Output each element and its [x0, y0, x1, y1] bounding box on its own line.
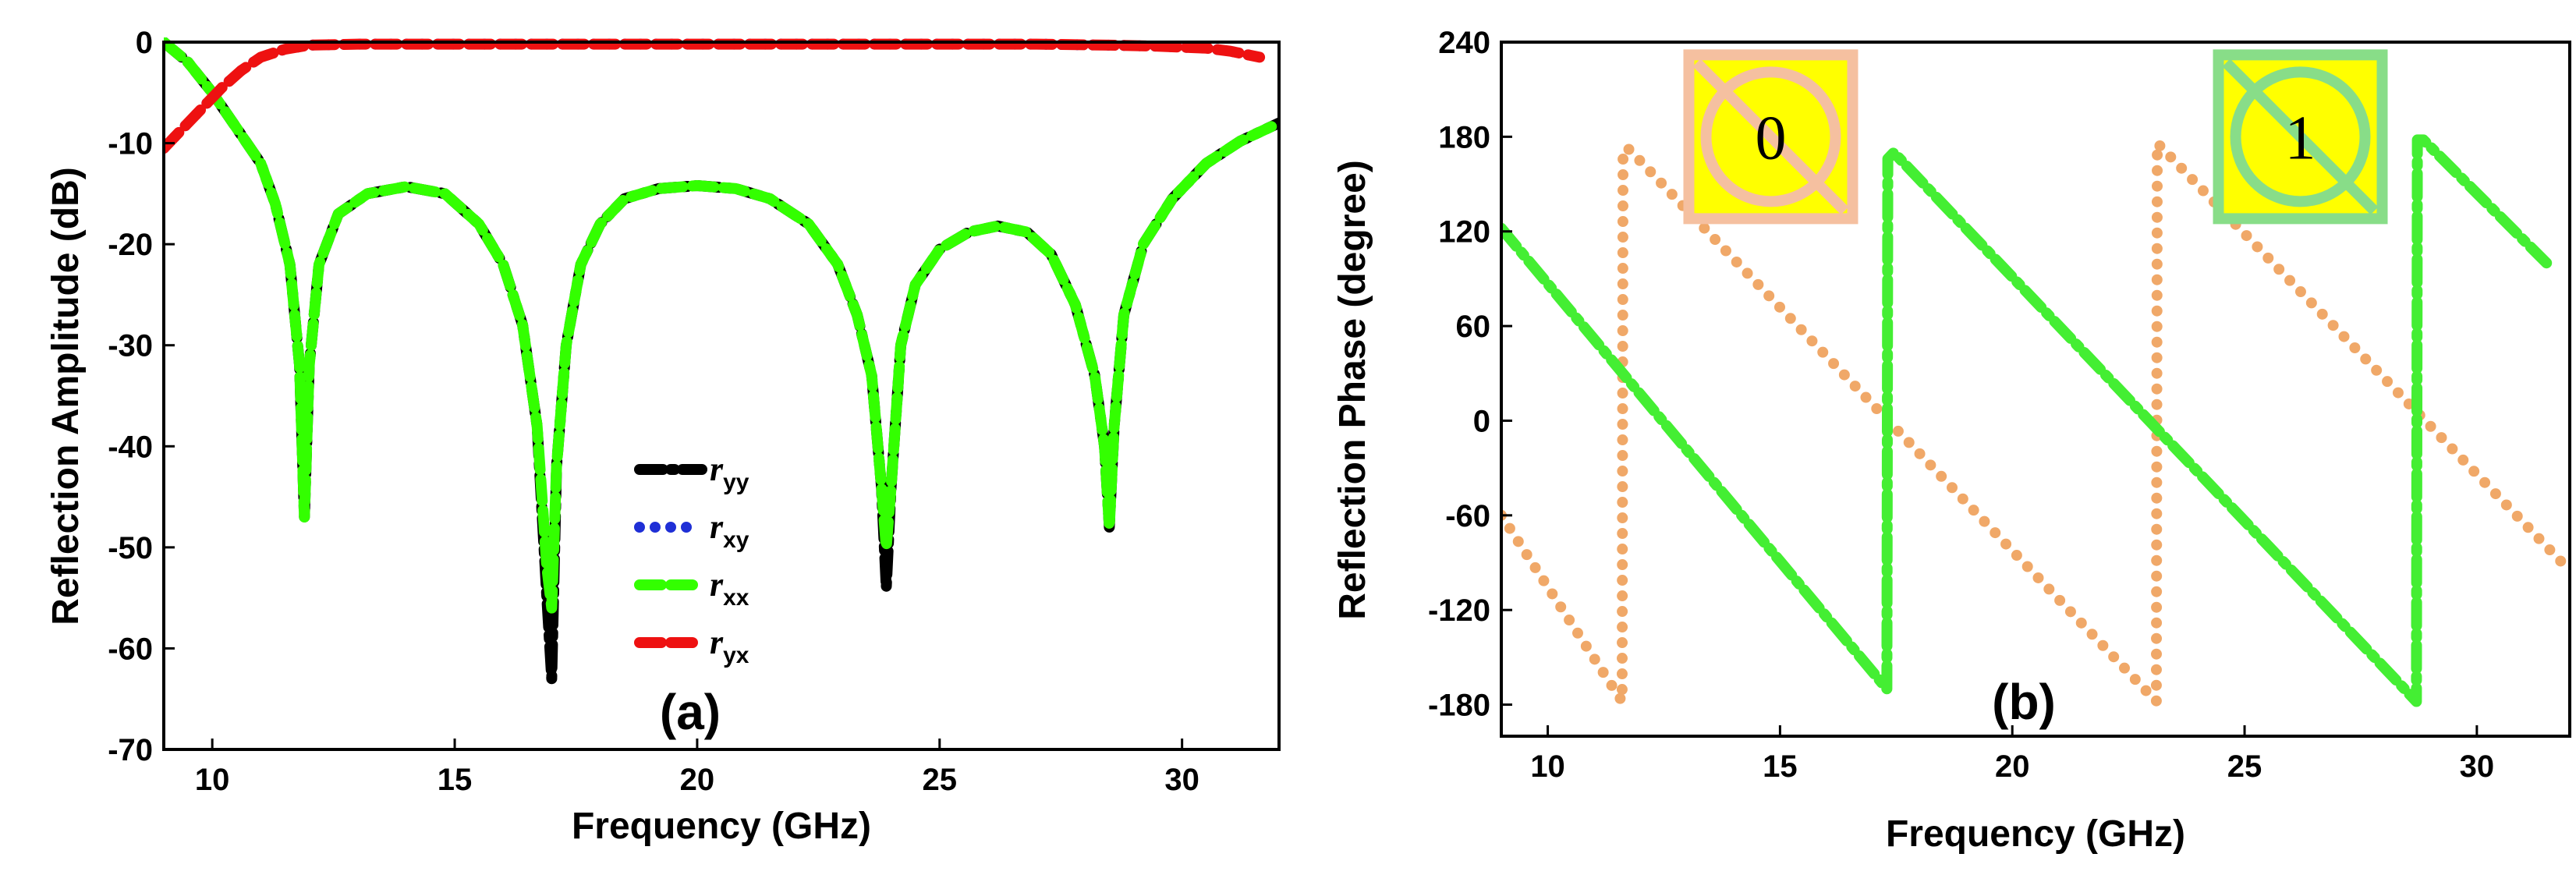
panel-b-series-group	[1501, 134, 2570, 707]
unit-cell-state-label: 0	[1755, 104, 1786, 172]
panel-a-x-tick-label: 30	[1164, 763, 1199, 797]
panel-a-x-tick-label: 15	[438, 763, 473, 797]
panel-a-series-line-1	[164, 38, 1266, 154]
panel-b-y-ticks: 240 180 120 60 0 -60 -120 -180	[1428, 26, 1512, 723]
unit-cell-diagonal	[1692, 58, 1849, 215]
panel-b-plot-area	[1501, 134, 2570, 707]
panel-b-y-tick-label: 0	[1473, 404, 1490, 438]
unit-cell-state-label: 1	[2285, 104, 2316, 172]
panel-a-amplitude-chart: 10 15 20 25 30 0 -10 -20 -30 -40 -50 -60 -70 Freque…	[45, 26, 1281, 847]
panel-a-y-tick-label: -70	[108, 733, 153, 767]
panel-b-x-tick-label: 30	[2460, 749, 2495, 784]
unit-cell-ring	[1700, 66, 1841, 207]
panel-a-y-tick-label: -30	[108, 329, 153, 363]
panel-a-series-group	[164, 37, 1279, 685]
panel-b-y-tick-label: 180	[1438, 120, 1490, 154]
panel-b-frame	[1500, 41, 2571, 738]
panel-a-x-tick-label: 20	[680, 763, 715, 797]
panel-a-frame	[162, 41, 1281, 751]
panel-b-y-tick-label: -60	[1445, 499, 1490, 533]
unit-cell-inset-1: 1	[2213, 49, 2388, 225]
panel-a-y-tick-label: -10	[108, 127, 153, 161]
panel-b-y-tick-label: -120	[1428, 593, 1490, 628]
panel-b-y-tick-label: -180	[1428, 689, 1490, 723]
legend-main-yy: r	[710, 450, 724, 488]
legend-label-yx: ryx	[710, 623, 749, 668]
panel-b-y-tick-label: 120	[1438, 215, 1490, 250]
panel-b-series-line-0	[1501, 137, 2570, 707]
panel-a-y-tick-label: -40	[108, 430, 153, 464]
panel-b-y-tick-label: 240	[1438, 26, 1490, 60]
panel-a-y-tick-label: -20	[108, 228, 153, 262]
panel-a-y-tick-label: -50	[108, 531, 153, 565]
panel-b-x-axis-title: Frequency (GHz)	[1886, 813, 2185, 855]
panel-a-x-axis-title: Frequency (GHz)	[572, 806, 871, 847]
legend-main-xy: r	[710, 508, 724, 546]
legend-main-yx: r	[710, 623, 724, 661]
legend-sub-xx: xx	[723, 585, 749, 611]
panel-a-series-line-3	[164, 38, 1266, 154]
panel-b-x-tick-label: 20	[1995, 749, 2030, 784]
legend-main-xx: r	[710, 565, 724, 604]
panel-b-x-tick-label: 25	[2227, 749, 2262, 784]
legend-sub-xy: xy	[723, 527, 749, 553]
panel-a-x-ticks: 10 15 20 25 30	[195, 739, 1199, 797]
panel-a-y-tick-label: -60	[108, 632, 153, 666]
panel-a-plot-area	[164, 37, 1279, 685]
unit-cell-inset-0: 0	[1683, 49, 1858, 225]
legend-sub-yy: yy	[723, 469, 749, 495]
panel-a-series-line-2	[164, 37, 1279, 614]
legend-label-xx: rxx	[710, 565, 749, 611]
panel-a-y-axis-title: Reflection Amplitude (dB)	[45, 167, 87, 625]
panel-b-y-tick-label: 60	[1456, 310, 1491, 344]
legend-label-xy: rxy	[710, 508, 749, 553]
panel-a-x-tick-label: 25	[923, 763, 958, 797]
panel-b-x-ticks: 10 15 20 25 30	[1530, 725, 2494, 784]
panel-a-y-tick-label: 0	[136, 26, 153, 60]
unit-cell-diagonal	[2222, 58, 2379, 215]
panel-b-x-tick-label: 15	[1763, 749, 1798, 784]
panel-a-x-tick-label: 10	[195, 763, 230, 797]
panel-b-label: (b)	[1992, 674, 2056, 730]
unit-cell-ring	[2230, 66, 2371, 207]
panel-a-label: (a)	[660, 684, 721, 740]
panel-a-y-ticks: 0 -10 -20 -30 -40 -50 -60 -70	[108, 26, 175, 767]
panel-b-y-axis-title: Reflection Phase (degree)	[1332, 160, 1373, 620]
panel-b-series-line-1	[1501, 134, 2553, 707]
legend-label-yy: ryy	[710, 450, 749, 495]
legend-sub-yx: yx	[723, 643, 749, 668]
panel-b-x-tick-label: 10	[1530, 749, 1565, 784]
